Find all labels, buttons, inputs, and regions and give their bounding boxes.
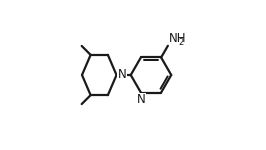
Text: N: N [136, 93, 145, 106]
Text: NH: NH [169, 32, 186, 45]
Text: 2: 2 [179, 38, 184, 46]
Text: N: N [118, 69, 126, 81]
